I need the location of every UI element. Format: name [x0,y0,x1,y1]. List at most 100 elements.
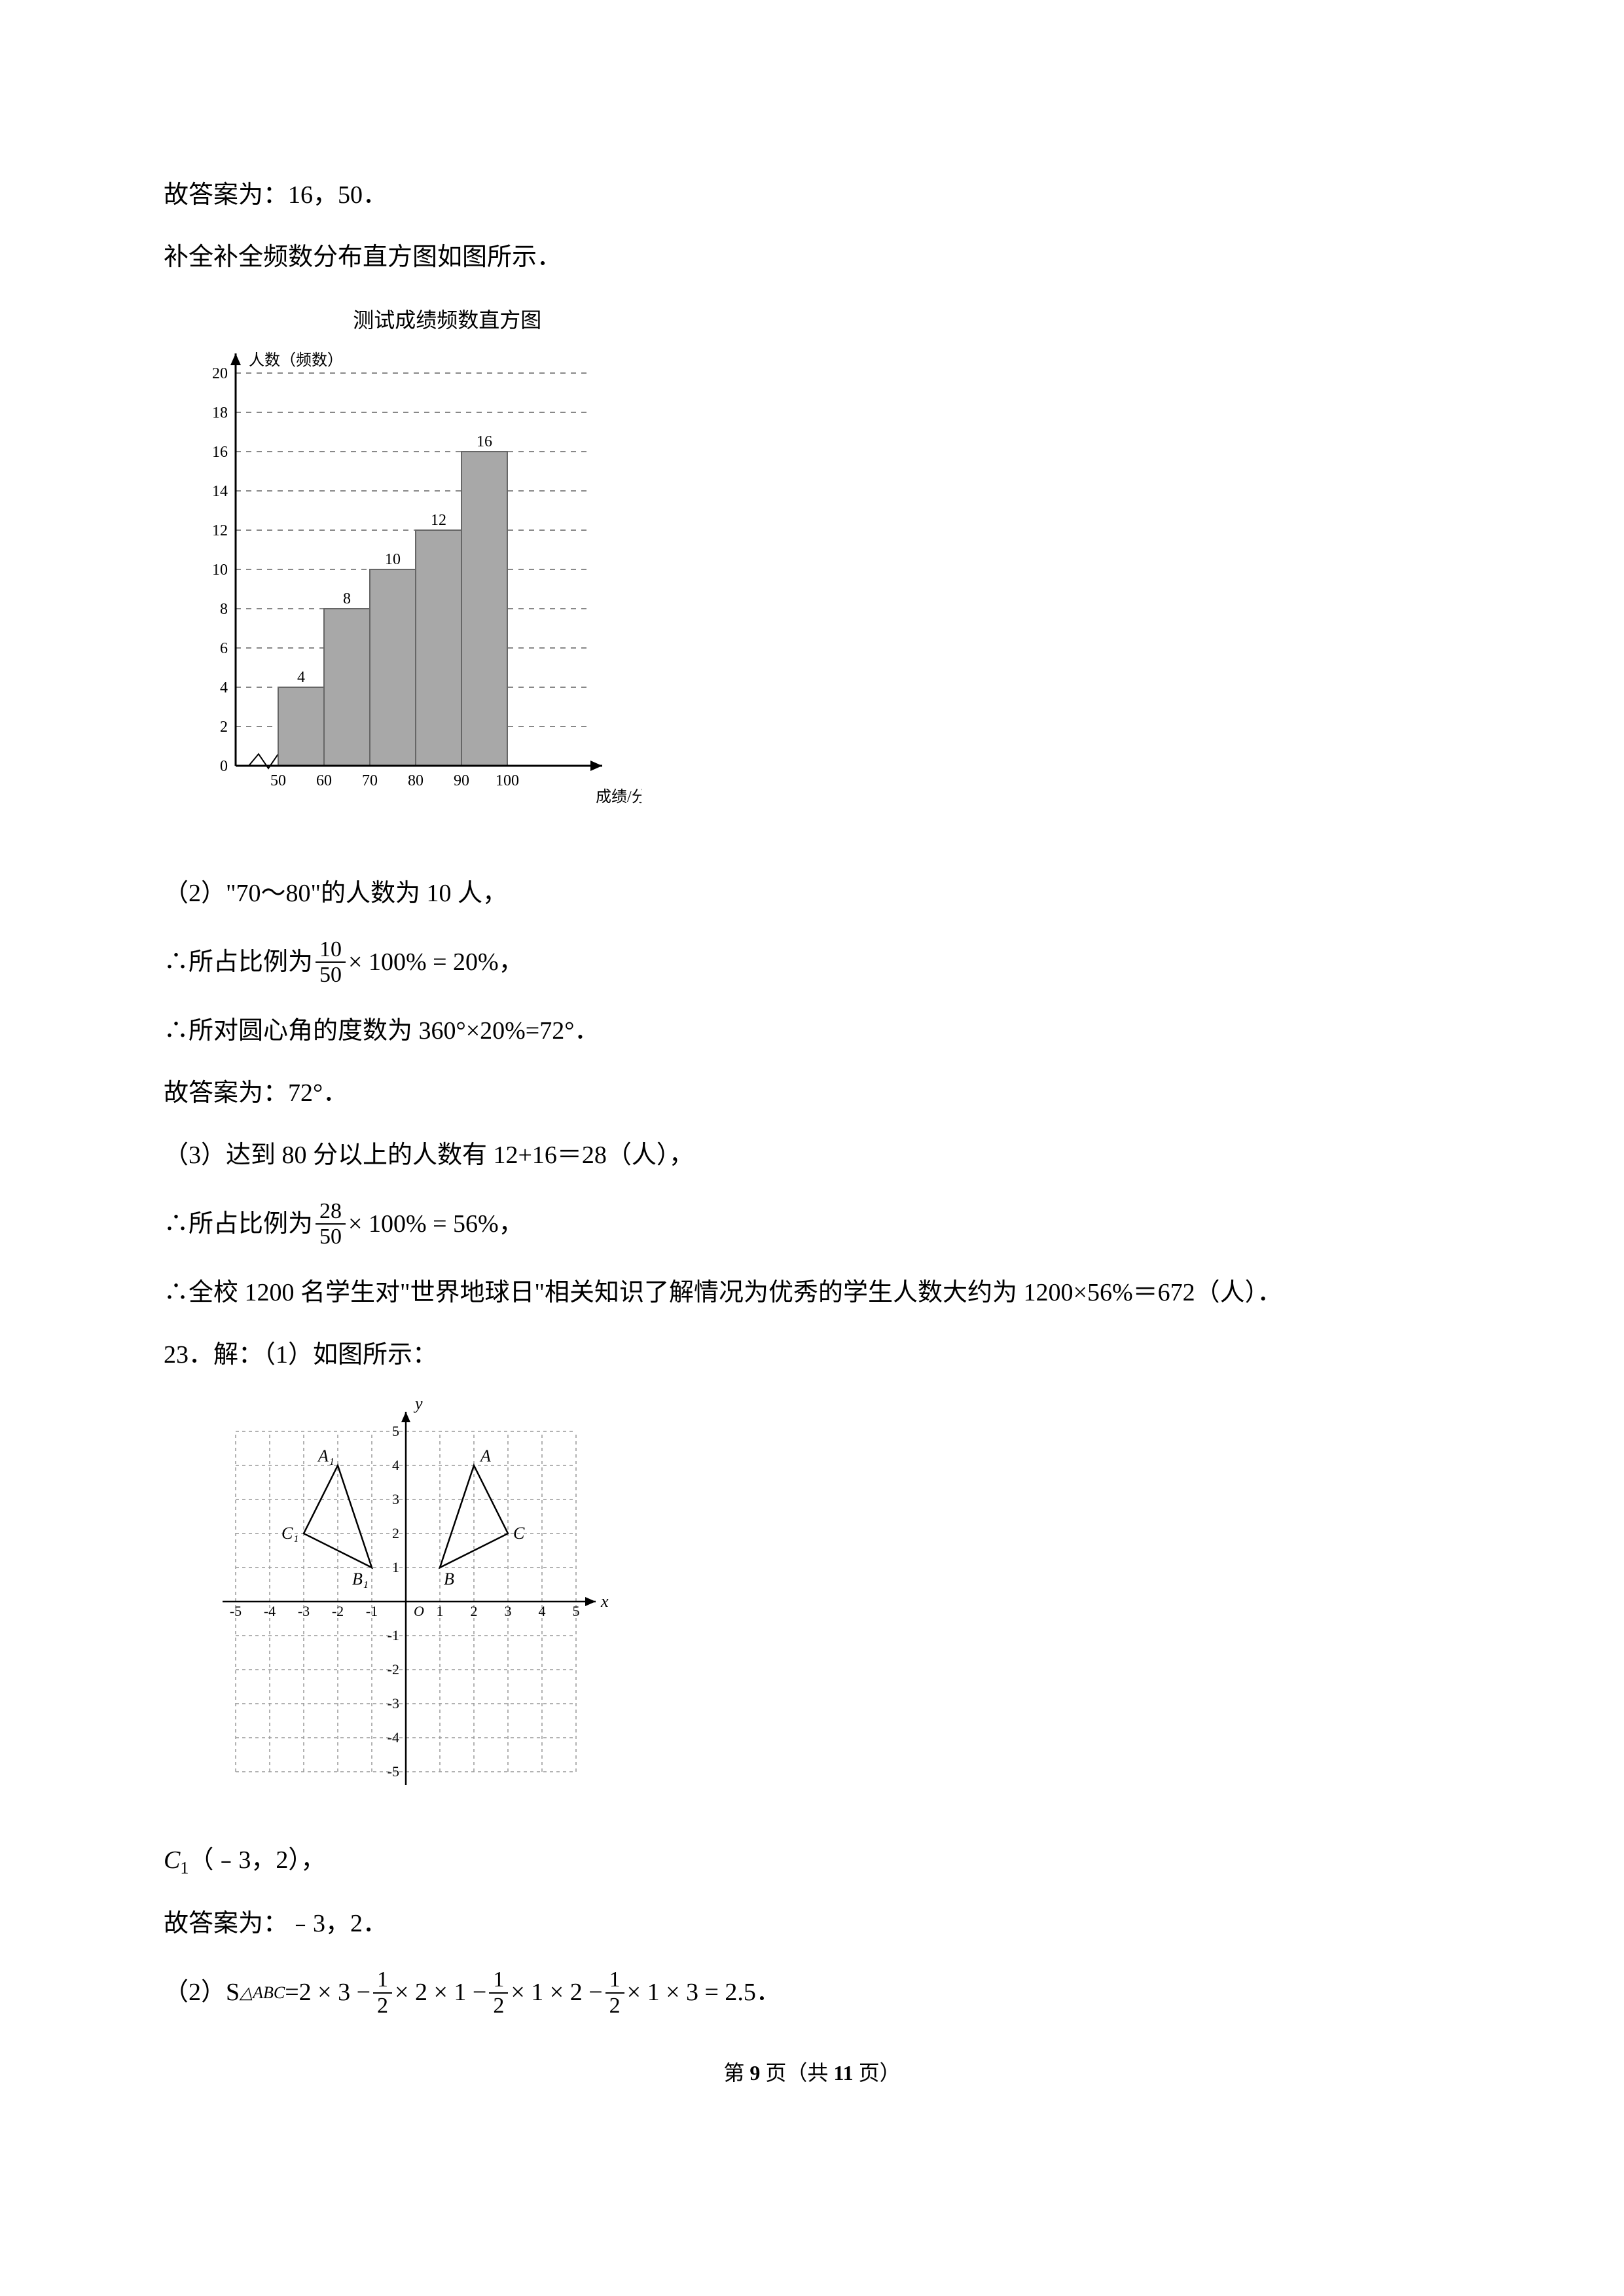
svg-text:90: 90 [454,772,469,789]
svg-text:2: 2 [471,1603,478,1619]
footer-mid: 页（共 [760,2061,833,2085]
text-span: （﹣3，2）， [189,1846,325,1874]
text-line: （2）"70～80"的人数为 10 人， [164,875,1460,912]
svg-text:16: 16 [477,433,492,450]
svg-text:4: 4 [392,1457,399,1473]
footer-prefix: 第 [723,2061,749,2085]
var-c: C [164,1846,180,1874]
svg-text:1: 1 [392,1559,399,1575]
svg-text:-5: -5 [230,1603,242,1619]
svg-text:10: 10 [212,562,228,579]
math-line: ∴所占比例为 28 50 × 100% = 56%， [164,1199,1460,1249]
svg-text:-1: -1 [388,1627,399,1643]
footer-page: 9 [749,2061,760,2085]
text-line: ∴所对圆心角的度数为 360°×20%=72°． [164,1013,1460,1050]
svg-text:B₁: B₁ [352,1570,369,1588]
text-line: （3）达到 80 分以上的人数有 12+16＝28（人）， [164,1137,1460,1174]
text-span: × 100% = 20%， [348,944,524,981]
svg-text:5: 5 [573,1603,580,1619]
svg-text:C₁: C₁ [281,1524,298,1543]
svg-text:-3: -3 [388,1695,399,1712]
svg-text:6: 6 [220,640,228,657]
svg-text:y: y [413,1399,423,1413]
svg-text:3: 3 [392,1491,399,1507]
subscript: △ABC [240,1980,285,2005]
svg-text:-4: -4 [264,1603,276,1619]
footer-suffix: 页） [854,2061,901,2085]
text-line: 故答案为：﹣3，2． [164,1905,1460,1943]
svg-text:50: 50 [270,772,286,789]
svg-text:-3: -3 [298,1603,310,1619]
coord-svg: -5 -4 -3 -2 -1 1 2 3 4 5 -5 -4 -3 -2 -1 1 2 3 4 5 Ox y A B C A₁ B₁… [177,1399,635,1804]
frac-num: 1 [489,1967,508,1993]
svg-text:70: 70 [362,772,378,789]
text-line: C1（﹣3，2）， [164,1842,1460,1881]
svg-text:8: 8 [220,601,228,618]
text-span: ∴所占比例为 [164,1206,313,1243]
frac-num: 28 [316,1199,346,1225]
text-span: =2 × 3 − [285,1974,370,2011]
fraction: 28 50 [316,1199,346,1249]
text-span: ∴所占比例为 [164,944,313,981]
svg-text:-1: -1 [366,1603,378,1619]
frac-den: 50 [316,963,346,987]
text-span: × 2 × 1 − [395,1974,486,2011]
svg-text:A₁: A₁ [317,1446,334,1465]
frac-num: 10 [316,937,346,963]
frac-den: 50 [316,1225,346,1249]
text-line: 故答案为：16，50． [164,177,1460,214]
svg-text:成绩/分: 成绩/分 [596,788,641,806]
svg-text:O: O [414,1603,424,1619]
text-line: ∴全校 1200 名学生对"世界地球日"相关知识了解情况为优秀的学生人数大约为 … [164,1274,1460,1312]
svg-text:14: 14 [212,483,228,500]
svg-text:C: C [513,1524,525,1543]
fraction: 1 2 [605,1967,624,2018]
histogram-svg: 测试成绩频数直方图人数（频数）2468101214161820048101216… [164,301,641,838]
svg-text:5: 5 [392,1423,399,1439]
svg-text:8: 8 [343,590,351,607]
svg-text:80: 80 [408,772,424,789]
svg-text:0: 0 [220,758,228,775]
svg-text:4: 4 [539,1603,546,1619]
histogram-chart: 测试成绩频数直方图人数（频数）2468101214161820048101216… [164,301,1460,849]
svg-text:100: 100 [496,772,519,789]
svg-text:-2: -2 [332,1603,344,1619]
frac-den: 2 [489,1994,508,2018]
svg-text:16: 16 [212,444,228,461]
svg-text:3: 3 [505,1603,512,1619]
subscript: 1 [180,1858,189,1877]
svg-text:人数（频数）: 人数（频数） [249,351,343,369]
frac-num: 1 [605,1967,624,1993]
text-span: × 1 × 3 = 2.5． [627,1974,781,2011]
frac-den: 2 [605,1994,624,2018]
svg-text:B: B [444,1570,454,1588]
frac-num: 1 [373,1967,392,1993]
text-span: × 100% = 56%， [348,1206,524,1243]
svg-text:10: 10 [385,551,401,568]
text-span: × 1 × 2 − [511,1974,602,2011]
svg-text:4: 4 [220,679,228,696]
svg-text:4: 4 [297,669,305,686]
svg-text:x: x [600,1592,609,1611]
svg-text:12: 12 [431,512,446,529]
svg-text:20: 20 [212,365,228,382]
svg-text:测试成绩频数直方图: 测试成绩频数直方图 [353,308,541,332]
svg-text:-2: -2 [388,1661,399,1677]
math-line: （2）S△ABC =2 × 3 − 1 2 × 2 × 1 − 1 2 × 1 … [164,1967,1460,2018]
svg-text:A: A [479,1446,491,1465]
svg-text:2: 2 [392,1525,399,1541]
frac-den: 2 [373,1994,392,2018]
math-line: ∴所占比例为 10 50 × 100% = 20%， [164,937,1460,988]
footer-total: 11 [833,2061,853,2085]
fraction: 10 50 [316,937,346,988]
text-span: （2）S [164,1974,240,2011]
fraction: 1 2 [373,1967,392,2018]
text-line: 故答案为：72°． [164,1075,1460,1112]
svg-text:2: 2 [220,719,228,736]
svg-text:60: 60 [316,772,332,789]
svg-text:-4: -4 [388,1729,399,1746]
text-line: 23．解：（1）如图所示： [164,1336,1460,1374]
svg-text:1: 1 [437,1603,444,1619]
fraction: 1 2 [489,1967,508,2018]
svg-text:-5: -5 [388,1763,399,1780]
